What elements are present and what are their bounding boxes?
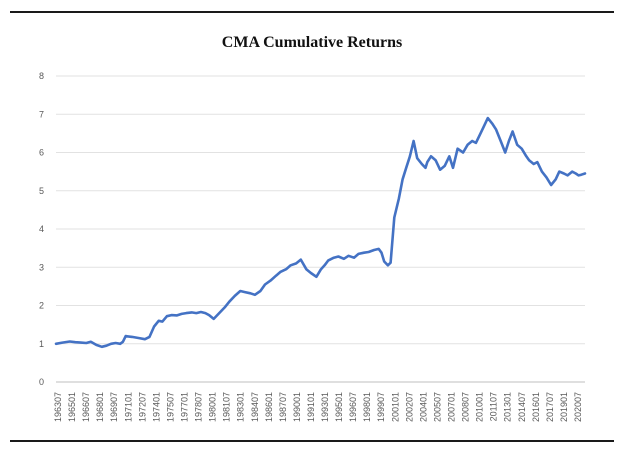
x-tick-label: 196307 — [53, 392, 63, 422]
y-axis-ticks: 0 1 2 3 4 5 6 7 8 — [39, 71, 44, 387]
x-tick-label: 199001 — [292, 392, 302, 422]
x-tick-label: 201301 — [503, 392, 513, 422]
y-tick-label: 0 — [39, 377, 44, 387]
x-tick-label: 197507 — [165, 392, 175, 422]
x-tick-label: 201107 — [489, 392, 499, 421]
x-tick-label: 199501 — [334, 392, 344, 422]
x-tick-label: 197807 — [194, 392, 204, 422]
x-tick-label: 200101 — [390, 392, 400, 422]
x-tick-label: 197401 — [151, 392, 161, 422]
x-tick-label: 198407 — [250, 392, 260, 422]
y-tick-label: 8 — [39, 71, 44, 81]
x-tick-label: 198707 — [278, 392, 288, 422]
x-tick-label: 200401 — [418, 392, 428, 422]
x-tick-label: 199907 — [376, 392, 386, 422]
chart-title: CMA Cumulative Returns — [221, 34, 403, 51]
x-tick-label: 201407 — [517, 392, 527, 422]
x-tick-label: 202007 — [573, 392, 583, 422]
x-tick-label: 201001 — [475, 392, 485, 422]
gridlines — [56, 75, 585, 383]
x-tick-label: 200207 — [404, 392, 414, 422]
y-tick-label: 3 — [39, 262, 44, 272]
series-layer — [54, 116, 587, 349]
x-tick-label: 198107 — [222, 392, 232, 422]
x-tick-label: 201601 — [531, 392, 541, 422]
x-tick-label: 199101 — [306, 392, 316, 422]
x-tick-label: 200507 — [432, 392, 442, 422]
x-tick-label: 197101 — [123, 392, 133, 422]
y-tick-label: 1 — [39, 339, 44, 349]
x-tick-label: 197701 — [179, 392, 189, 422]
x-tick-label: 201901 — [559, 392, 569, 422]
x-tick-label: 198001 — [208, 392, 218, 422]
series-line-0 — [54, 116, 587, 349]
y-tick-label: 6 — [39, 148, 44, 158]
x-tick-label: 199301 — [320, 392, 330, 422]
x-tick-label: 199801 — [362, 392, 372, 422]
x-tick-label: 197207 — [137, 392, 147, 422]
x-tick-label: 200701 — [447, 392, 457, 422]
x-tick-label: 200807 — [461, 392, 471, 422]
top-rule — [10, 11, 614, 13]
y-tick-label: 7 — [39, 109, 44, 119]
x-tick-label: 196501 — [67, 392, 77, 422]
y-tick-label: 5 — [39, 186, 44, 196]
x-tick-label: 198301 — [236, 392, 246, 422]
x-tick-label: 196801 — [95, 392, 105, 422]
x-tick-label: 196907 — [109, 392, 119, 422]
y-tick-label: 2 — [39, 301, 44, 311]
x-axis-ticks: 196307 196501 196607 196801 196907 197101 1972… — [53, 392, 583, 422]
bottom-rule — [10, 440, 614, 442]
x-tick-label: 201707 — [545, 392, 555, 422]
x-tick-label: 196607 — [81, 392, 91, 422]
y-tick-label: 4 — [39, 224, 44, 234]
x-tick-label: 199607 — [348, 392, 358, 422]
x-tick-label: 198601 — [264, 392, 274, 422]
